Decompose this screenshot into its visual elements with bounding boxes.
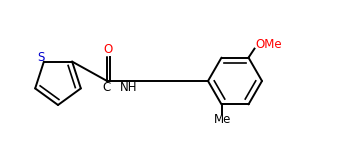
Text: NH: NH <box>120 82 137 95</box>
Text: S: S <box>37 51 45 64</box>
Text: OMe: OMe <box>256 38 282 51</box>
Text: Me: Me <box>214 113 231 126</box>
Text: C: C <box>103 82 111 95</box>
Text: O: O <box>103 44 112 57</box>
